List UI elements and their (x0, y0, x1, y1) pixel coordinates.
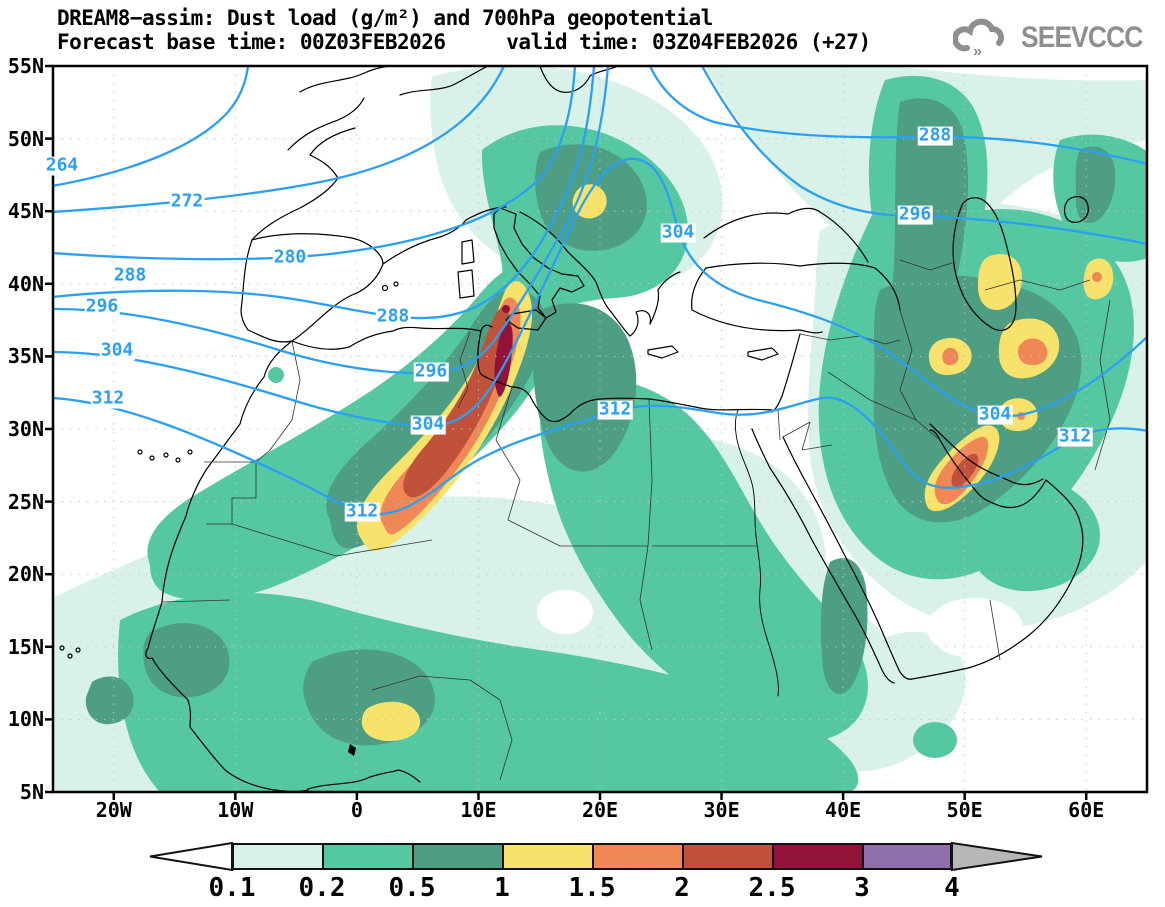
chart-title: DREAM8−assim: Dust load (g/m²) and 700hP… (57, 6, 713, 30)
lat-tick-label: 40N (7, 271, 44, 296)
colorbar-tick-label: 4 (944, 873, 960, 903)
map-frame (51, 64, 1149, 794)
lat-tick-label: 15N (7, 634, 44, 659)
lat-tick-label: 25N (7, 489, 44, 514)
logo-text: SEEVCCC (1020, 21, 1143, 54)
contour-label: 296 (84, 295, 120, 317)
contour-label: 264 (44, 154, 80, 176)
colorbar-tick-label: 2.5 (748, 873, 796, 903)
lon-tick-label: 10W (217, 798, 254, 822)
contour-label: 312 (597, 398, 633, 420)
contour-label: 304 (660, 221, 696, 243)
contour-label: 288 (917, 124, 953, 146)
contour-label: 280 (272, 246, 308, 268)
contour-label: 272 (169, 190, 205, 212)
colorbar-tick-label: 0.2 (298, 873, 346, 903)
colorbar-segment (322, 843, 412, 870)
contour-label: 312 (90, 387, 126, 409)
lon-tick-label: 60E (1068, 798, 1105, 822)
lon-tick-label: 40E (825, 798, 862, 822)
colorbar-segment (862, 843, 952, 870)
coastlines (59, 66, 1089, 792)
lon-tick-label: 20W (95, 798, 132, 822)
lat-tick-label: 35N (7, 344, 44, 369)
colorbar-tick-label: 0.5 (388, 873, 436, 903)
lon-tick-label: 30E (703, 798, 740, 822)
colorbar-tick-label: 3 (854, 873, 870, 903)
colorbar-segment (412, 843, 502, 870)
colorbar-tick-label: 0.1 (208, 873, 256, 903)
chart-subtitle-times: Forecast base time: 00Z03FEB2026 valid t… (57, 30, 871, 54)
svg-text:»: » (973, 43, 982, 60)
colorbar-segment (772, 843, 862, 870)
contour-label: 304 (410, 413, 446, 435)
country-borders (161, 259, 1111, 781)
colorbar-tick-label: 1.5 (568, 873, 616, 903)
cloud-icon: » (952, 18, 1004, 60)
gridlines (53, 66, 1147, 792)
colorbar-under-arrow (149, 841, 233, 872)
lat-tick-label: 20N (7, 562, 44, 587)
contour-label: 288 (375, 305, 411, 327)
contour-label: 312 (344, 500, 380, 522)
lat-tick-label: 10N (7, 707, 44, 732)
lat-tick-label: 50N (7, 126, 44, 151)
lat-tick-label: 5N (19, 780, 44, 804)
colorbar: 0.1 0.2 0.5 1 1.5 2 2.5 3 4 (149, 841, 1043, 907)
colorbar-segment (592, 843, 682, 870)
contour-label: 312 (1057, 425, 1093, 447)
lat-tick-label: 45N (7, 199, 44, 224)
geopotential-contour-lines (53, 66, 1147, 516)
lon-tick-label: 50E (946, 798, 983, 822)
dust-fill-2p5 (494, 305, 513, 397)
contour-label: 288 (112, 264, 148, 286)
seevccc-logo: » SEEVCCC (952, 16, 1159, 60)
dust-fill-2 (403, 307, 979, 498)
colorbar-segment (682, 843, 772, 870)
contour-label: 296 (897, 203, 933, 225)
lat-tick-label: 55N (7, 54, 44, 78)
colorbar-segment (232, 843, 322, 870)
colorbar-segment (502, 843, 592, 870)
colorbar-arrows (149, 841, 1043, 872)
colorbar-tick-label: 1 (494, 873, 510, 903)
axis-ticks (45, 64, 1088, 800)
lat-tick-label: 30N (7, 417, 44, 441)
colorbar-over-arrow (951, 841, 1043, 872)
lon-tick-label: 0 (350, 798, 363, 822)
contour-label: 304 (977, 403, 1013, 425)
lon-tick-label: 10E (460, 798, 497, 822)
contour-label: 296 (413, 360, 449, 382)
colorbar-tick-label: 2 (674, 873, 690, 903)
contour-label: 304 (99, 339, 135, 361)
lon-tick-label: 20E (581, 798, 619, 822)
